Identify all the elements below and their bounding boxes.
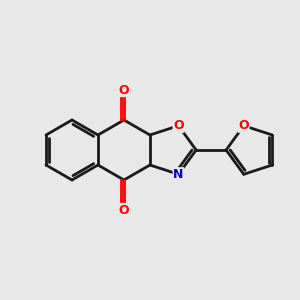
Text: O: O bbox=[118, 83, 129, 97]
Text: N: N bbox=[173, 168, 184, 181]
Text: O: O bbox=[118, 203, 129, 217]
Text: O: O bbox=[238, 119, 249, 132]
Text: O: O bbox=[173, 119, 184, 132]
